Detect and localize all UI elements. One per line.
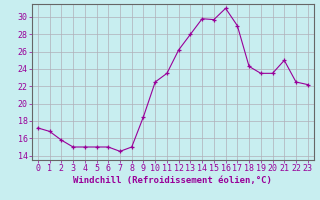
X-axis label: Windchill (Refroidissement éolien,°C): Windchill (Refroidissement éolien,°C)	[73, 176, 272, 185]
